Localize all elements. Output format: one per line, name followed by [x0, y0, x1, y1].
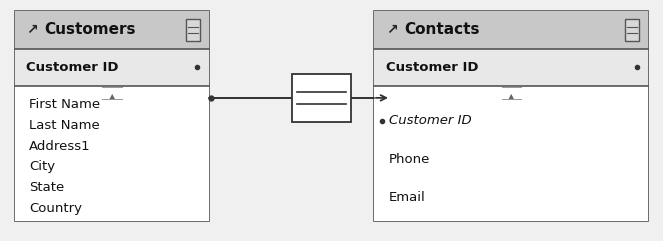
FancyBboxPatch shape: [625, 19, 639, 41]
Text: First Name: First Name: [29, 98, 100, 111]
FancyBboxPatch shape: [375, 11, 648, 49]
FancyBboxPatch shape: [15, 11, 210, 49]
Text: City: City: [29, 160, 55, 173]
Text: Email: Email: [389, 191, 426, 204]
Text: Customers: Customers: [44, 22, 136, 38]
Text: Contacts: Contacts: [404, 22, 479, 38]
Text: Country: Country: [29, 202, 82, 215]
Text: Last Name: Last Name: [29, 119, 100, 132]
FancyBboxPatch shape: [292, 74, 351, 122]
Text: ↗: ↗: [387, 23, 398, 37]
Text: ▲: ▲: [508, 92, 514, 101]
Text: Customer ID: Customer ID: [387, 61, 479, 74]
FancyBboxPatch shape: [375, 49, 648, 86]
Text: Customer ID: Customer ID: [389, 114, 471, 127]
Text: ▲: ▲: [109, 92, 115, 101]
FancyBboxPatch shape: [15, 86, 210, 221]
Text: State: State: [29, 181, 64, 194]
FancyBboxPatch shape: [15, 11, 210, 221]
Text: Phone: Phone: [389, 153, 430, 166]
Text: Customer ID: Customer ID: [27, 61, 119, 74]
FancyBboxPatch shape: [15, 49, 210, 86]
FancyBboxPatch shape: [186, 19, 200, 41]
Text: ↗: ↗: [27, 23, 38, 37]
Text: Address1: Address1: [29, 140, 91, 153]
FancyBboxPatch shape: [375, 86, 648, 221]
FancyBboxPatch shape: [375, 11, 648, 221]
